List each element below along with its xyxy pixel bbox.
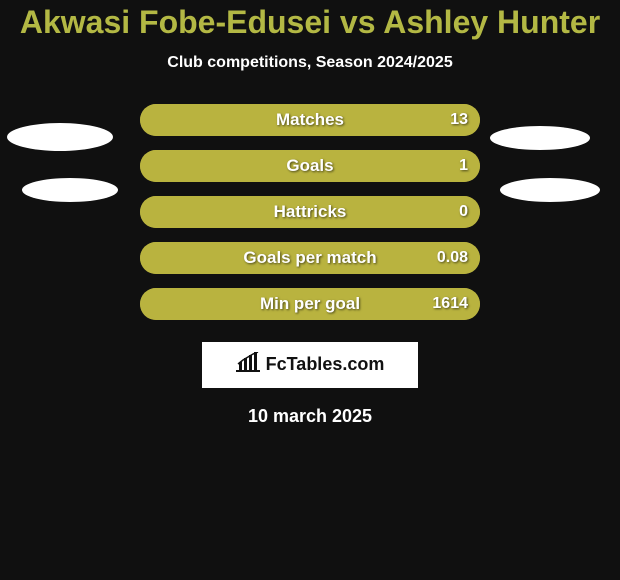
stat-label: Matches (140, 104, 480, 136)
logo-text: FcTables.com (266, 354, 385, 375)
stat-value: 1 (459, 150, 468, 182)
stat-label: Goals (140, 150, 480, 182)
stat-row: Min per goal1614 (0, 288, 620, 320)
footer-date: 10 march 2025 (0, 406, 620, 427)
stat-label: Hattricks (140, 196, 480, 228)
stat-bar-track: Matches13 (140, 104, 480, 136)
page-subtitle: Club competitions, Season 2024/2025 (0, 54, 620, 72)
stat-bar-track: Goals1 (140, 150, 480, 182)
page-title: Akwasi Fobe-Edusei vs Ashley Hunter (0, 0, 620, 40)
decorative-ellipse (500, 178, 600, 202)
stat-value: 0 (459, 196, 468, 228)
decorative-ellipse (22, 178, 118, 202)
stat-label: Min per goal (140, 288, 480, 320)
fctables-logo: FcTables.com (202, 342, 418, 388)
stat-bar-track: Hattricks0 (140, 196, 480, 228)
stat-value: 1614 (432, 288, 468, 320)
stat-bar-track: Min per goal1614 (140, 288, 480, 320)
stat-row: Goals per match0.08 (0, 242, 620, 274)
decorative-ellipse (7, 123, 113, 151)
comparison-infographic: Akwasi Fobe-Edusei vs Ashley Hunter Club… (0, 0, 620, 580)
stat-value: 0.08 (437, 242, 468, 274)
decorative-ellipse (490, 126, 590, 150)
stat-value: 13 (450, 104, 468, 136)
stat-bar-track: Goals per match0.08 (140, 242, 480, 274)
stat-row: Goals1 (0, 150, 620, 182)
stat-label: Goals per match (140, 242, 480, 274)
bar-chart-icon (236, 352, 260, 377)
